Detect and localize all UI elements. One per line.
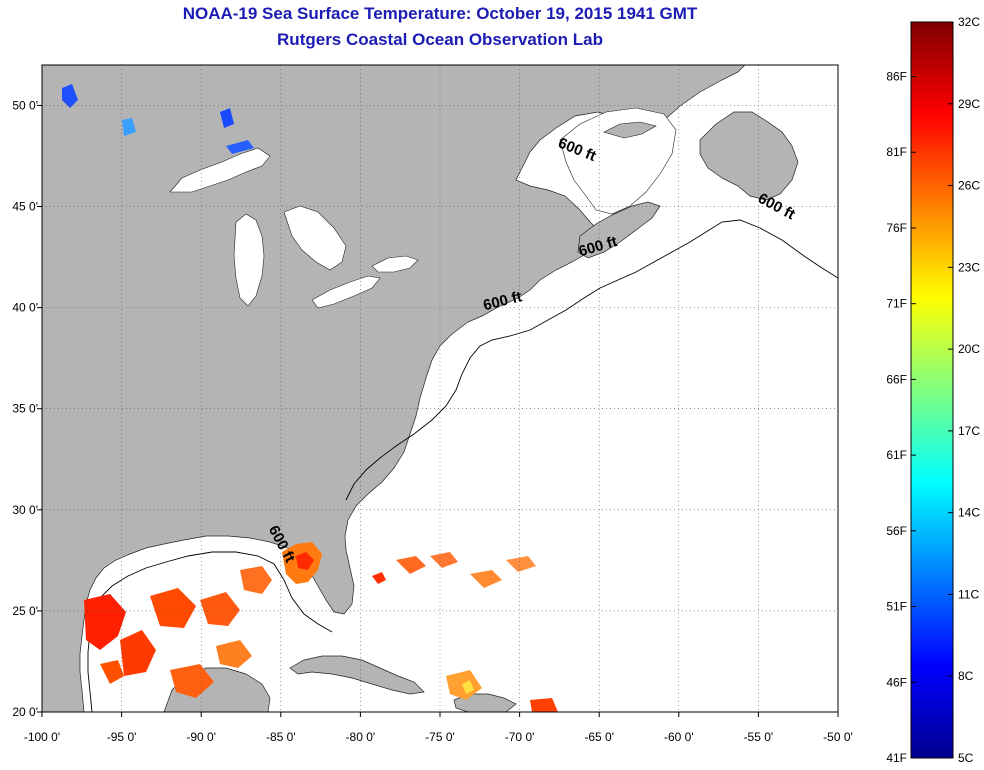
lat-tick-label: 25 0'	[12, 604, 38, 618]
newfoundland-land	[699, 111, 799, 201]
map-title: NOAA-19 Sea Surface Temperature: October…	[182, 4, 698, 23]
colorbar-ticks: 32C 29C 26C 23C 20C 17C 14C 11C 8C 5C 86F 81F 76F 71F…	[886, 15, 980, 765]
hispaniola-land	[453, 693, 517, 712]
lat-lon-grid	[42, 65, 838, 712]
celsius-tick-label: 23C	[958, 260, 980, 274]
northern-lake-temps	[62, 84, 254, 154]
celsius-tick-label: 8C	[958, 669, 974, 683]
fahrenheit-tick-label: 41F	[886, 751, 907, 765]
map-axes: -100 0' -95 0' -90 0' -85 0' -80 0' -75 0' -70…	[12, 98, 852, 744]
lon-tick-label: -95 0'	[107, 730, 137, 744]
celsius-tick-label: 17C	[958, 424, 980, 438]
lat-tick-label: 35 0'	[12, 402, 38, 416]
north-america-land	[42, 65, 746, 712]
lake-erie	[311, 275, 381, 309]
lon-tick-label: -90 0'	[186, 730, 216, 744]
fahrenheit-tick-label: 51F	[886, 600, 907, 614]
anticosti-island	[603, 121, 657, 139]
lon-tick-label: -100 0'	[24, 730, 60, 744]
celsius-tick-label: 20C	[958, 342, 980, 356]
celsius-tick-label: 14C	[958, 506, 980, 520]
lake-ontario	[371, 255, 419, 273]
celsius-tick-label: 11C	[958, 587, 979, 601]
celsius-tick-label: 29C	[958, 97, 980, 111]
lat-tick-label: 30 0'	[12, 503, 38, 517]
sst-observations	[84, 542, 558, 712]
fahrenheit-tick-label: 56F	[886, 524, 907, 538]
nova-scotia-land	[577, 201, 661, 259]
fahrenheit-tick-label: 71F	[886, 297, 907, 311]
fahrenheit-tick-label: 46F	[886, 675, 907, 689]
lon-tick-label: -50 0'	[823, 730, 853, 744]
fahrenheit-tick-label: 81F	[886, 145, 907, 159]
fahrenheit-tick-label: 86F	[886, 70, 907, 84]
lon-tick-label: -75 0'	[425, 730, 455, 744]
map-subtitle: Rutgers Coastal Ocean Observation Lab	[277, 30, 603, 49]
fahrenheit-tick-label: 66F	[886, 372, 907, 386]
lat-tick-label: 45 0'	[12, 200, 38, 214]
lat-tick-label: 20 0'	[12, 705, 38, 719]
celsius-tick-label: 26C	[958, 179, 980, 193]
lon-tick-label: -55 0'	[744, 730, 774, 744]
lon-tick-label: -70 0'	[505, 730, 535, 744]
gulf-of-st-lawrence	[559, 107, 677, 215]
isobath-600ft-gulf	[87, 551, 333, 712]
lon-tick-label: -65 0'	[584, 730, 614, 744]
lat-tick-label: 50 0'	[12, 98, 38, 112]
lake-michigan	[233, 213, 265, 307]
fahrenheit-tick-label: 76F	[886, 221, 907, 235]
lat-tick-label: 40 0'	[12, 301, 38, 315]
temperature-colorbar	[910, 21, 954, 759]
fahrenheit-tick-label: 61F	[886, 448, 907, 462]
lake-huron	[283, 205, 347, 271]
lon-tick-label: -60 0'	[664, 730, 694, 744]
celsius-tick-label: 5C	[958, 751, 974, 765]
isobath-600ft-atlantic	[345, 219, 838, 501]
cuba-land	[289, 655, 425, 695]
lon-tick-label: -80 0'	[346, 730, 376, 744]
lon-tick-label: -85 0'	[266, 730, 296, 744]
celsius-tick-label: 32C	[958, 15, 980, 29]
lake-superior	[169, 147, 271, 193]
